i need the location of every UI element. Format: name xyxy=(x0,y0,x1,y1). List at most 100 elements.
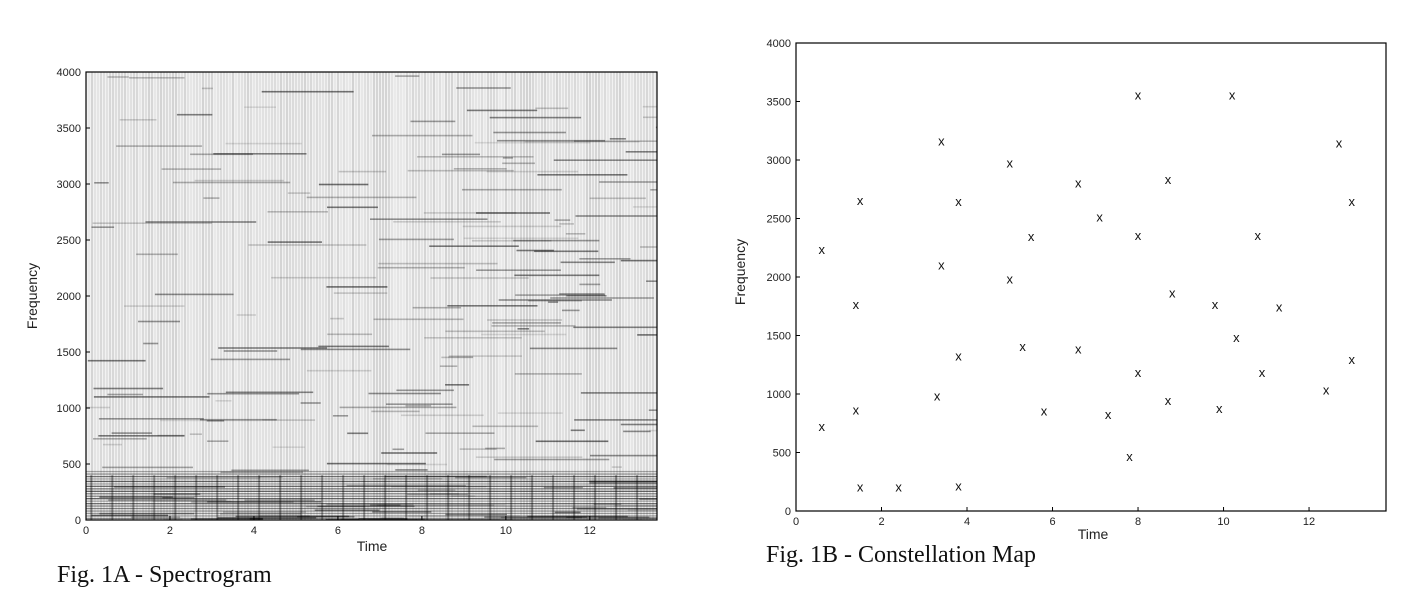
constellation-point: x xyxy=(1019,339,1026,354)
spectrogram-column xyxy=(94,72,96,520)
spectrogram-column xyxy=(418,72,420,520)
spectrogram-harmonic xyxy=(107,393,143,396)
spectrogram-harmonic xyxy=(386,463,448,466)
spectrogram-harmonic xyxy=(99,496,173,498)
spectrogram-harmonic xyxy=(98,435,185,437)
spectrogram-low-band xyxy=(86,478,657,480)
spectrogram-harmonic xyxy=(153,493,201,495)
spectrogram-harmonic xyxy=(475,456,583,458)
spectrogram-harmonic xyxy=(381,452,438,454)
spectrogram-column xyxy=(598,72,600,520)
constellation-point: x xyxy=(1165,172,1172,187)
spectrogram-harmonic xyxy=(405,405,431,407)
spectrogram-column xyxy=(118,72,120,520)
spectrogram-harmonic xyxy=(143,342,159,345)
spectrogram-column xyxy=(379,72,381,520)
constellation-xtick-label: 6 xyxy=(1049,516,1055,528)
spectrogram-column xyxy=(481,72,483,520)
spectrogram-harmonic xyxy=(161,168,222,170)
spectrogram-column xyxy=(142,72,144,520)
spectrogram-harmonic xyxy=(471,240,552,242)
constellation-point: x xyxy=(818,242,825,257)
spectrogram-column xyxy=(577,72,579,520)
spectrogram-harmonic xyxy=(609,138,626,140)
spectrogram-ytick-label: 0 xyxy=(75,515,81,527)
spectrogram-onset xyxy=(237,475,240,520)
constellation-point: x xyxy=(1254,228,1261,243)
spectrogram-harmonic xyxy=(491,325,576,327)
spectrogram-column xyxy=(169,72,171,520)
spectrogram-column xyxy=(547,72,549,520)
spectrogram-onset xyxy=(405,475,408,520)
spectrogram-column xyxy=(214,72,216,520)
constellation-point: x xyxy=(1165,393,1172,408)
spectrogram-harmonic xyxy=(248,244,367,246)
spectrogram-harmonic xyxy=(590,454,657,457)
constellation-point: x xyxy=(955,478,962,493)
spectrogram-harmonic xyxy=(550,297,654,299)
spectrogram-harmonic xyxy=(646,280,657,282)
spectrogram-low-band xyxy=(86,510,657,512)
spectrogram-harmonic xyxy=(91,514,168,517)
spectrogram-harmonic xyxy=(176,113,213,116)
constellation-point: x xyxy=(1233,330,1240,345)
constellation-caption: Fig. 1B - Constellation Map xyxy=(766,542,1036,568)
spectrogram-column xyxy=(592,72,594,520)
spectrogram-column xyxy=(103,72,105,520)
spectrogram-harmonic xyxy=(613,487,657,489)
spectrogram-onset xyxy=(531,475,533,520)
spectrogram-harmonic xyxy=(136,253,178,256)
spectrogram-harmonic xyxy=(554,511,581,514)
spectrogram-harmonic xyxy=(210,358,290,361)
spectrogram-harmonic xyxy=(346,484,466,487)
spectrogram-harmonic xyxy=(498,299,612,301)
spectrogram-low-band xyxy=(86,488,657,490)
spectrogram-low-band xyxy=(86,517,657,520)
constellation-point: x xyxy=(1075,175,1082,190)
spectrogram-column xyxy=(421,72,423,520)
spectrogram-harmonic xyxy=(326,503,414,506)
spectrogram-column xyxy=(97,72,99,520)
spectrogram-harmonic xyxy=(476,269,561,271)
constellation-point: x xyxy=(1028,229,1035,244)
spectrogram-column xyxy=(469,72,471,520)
spectrogram-harmonic xyxy=(377,266,465,269)
spectrogram-column xyxy=(433,72,435,520)
spectrogram-column xyxy=(328,72,330,520)
spectrogram-harmonic xyxy=(643,116,657,119)
spectrogram-column xyxy=(343,72,345,520)
spectrogram-onset xyxy=(426,475,429,520)
spectrogram-harmonic xyxy=(87,359,146,362)
spectrogram-harmonic xyxy=(220,471,304,474)
spectrogram-column xyxy=(445,72,447,520)
spectrogram-harmonic xyxy=(492,322,562,324)
spectrogram-harmonic xyxy=(620,259,657,262)
spectrogram-harmonic xyxy=(218,347,328,349)
spectrogram-column xyxy=(373,72,375,520)
spectrogram-column xyxy=(316,72,318,520)
constellation-xlabel: Time xyxy=(1078,526,1109,542)
spectrogram-harmonic xyxy=(459,448,497,450)
spectrogram-harmonic xyxy=(225,142,302,145)
spectrogram-column xyxy=(151,72,153,520)
spectrogram-harmonic xyxy=(439,365,458,367)
constellation-point: x xyxy=(853,297,860,312)
spectrogram-harmonic xyxy=(494,458,610,461)
spectrogram-column xyxy=(538,72,540,520)
spectrogram-column xyxy=(640,72,642,520)
spectrogram-onset xyxy=(300,475,303,520)
spectrogram-column xyxy=(535,72,537,520)
spectrogram-harmonic xyxy=(200,418,277,421)
spectrogram-column xyxy=(520,72,522,520)
spectrogram-column xyxy=(529,72,531,520)
spectrogram-harmonic xyxy=(131,516,181,519)
spectrogram-column xyxy=(544,72,546,520)
constellation-point: x xyxy=(955,349,962,364)
constellation-point: x xyxy=(1169,285,1176,300)
spectrogram-low-band xyxy=(86,498,657,500)
spectrogram-column xyxy=(634,72,636,520)
spectrogram-harmonic xyxy=(93,438,147,440)
spectrogram-harmonic xyxy=(430,277,529,279)
spectrogram-harmonic xyxy=(215,400,232,402)
spectrogram-onset xyxy=(615,475,617,520)
